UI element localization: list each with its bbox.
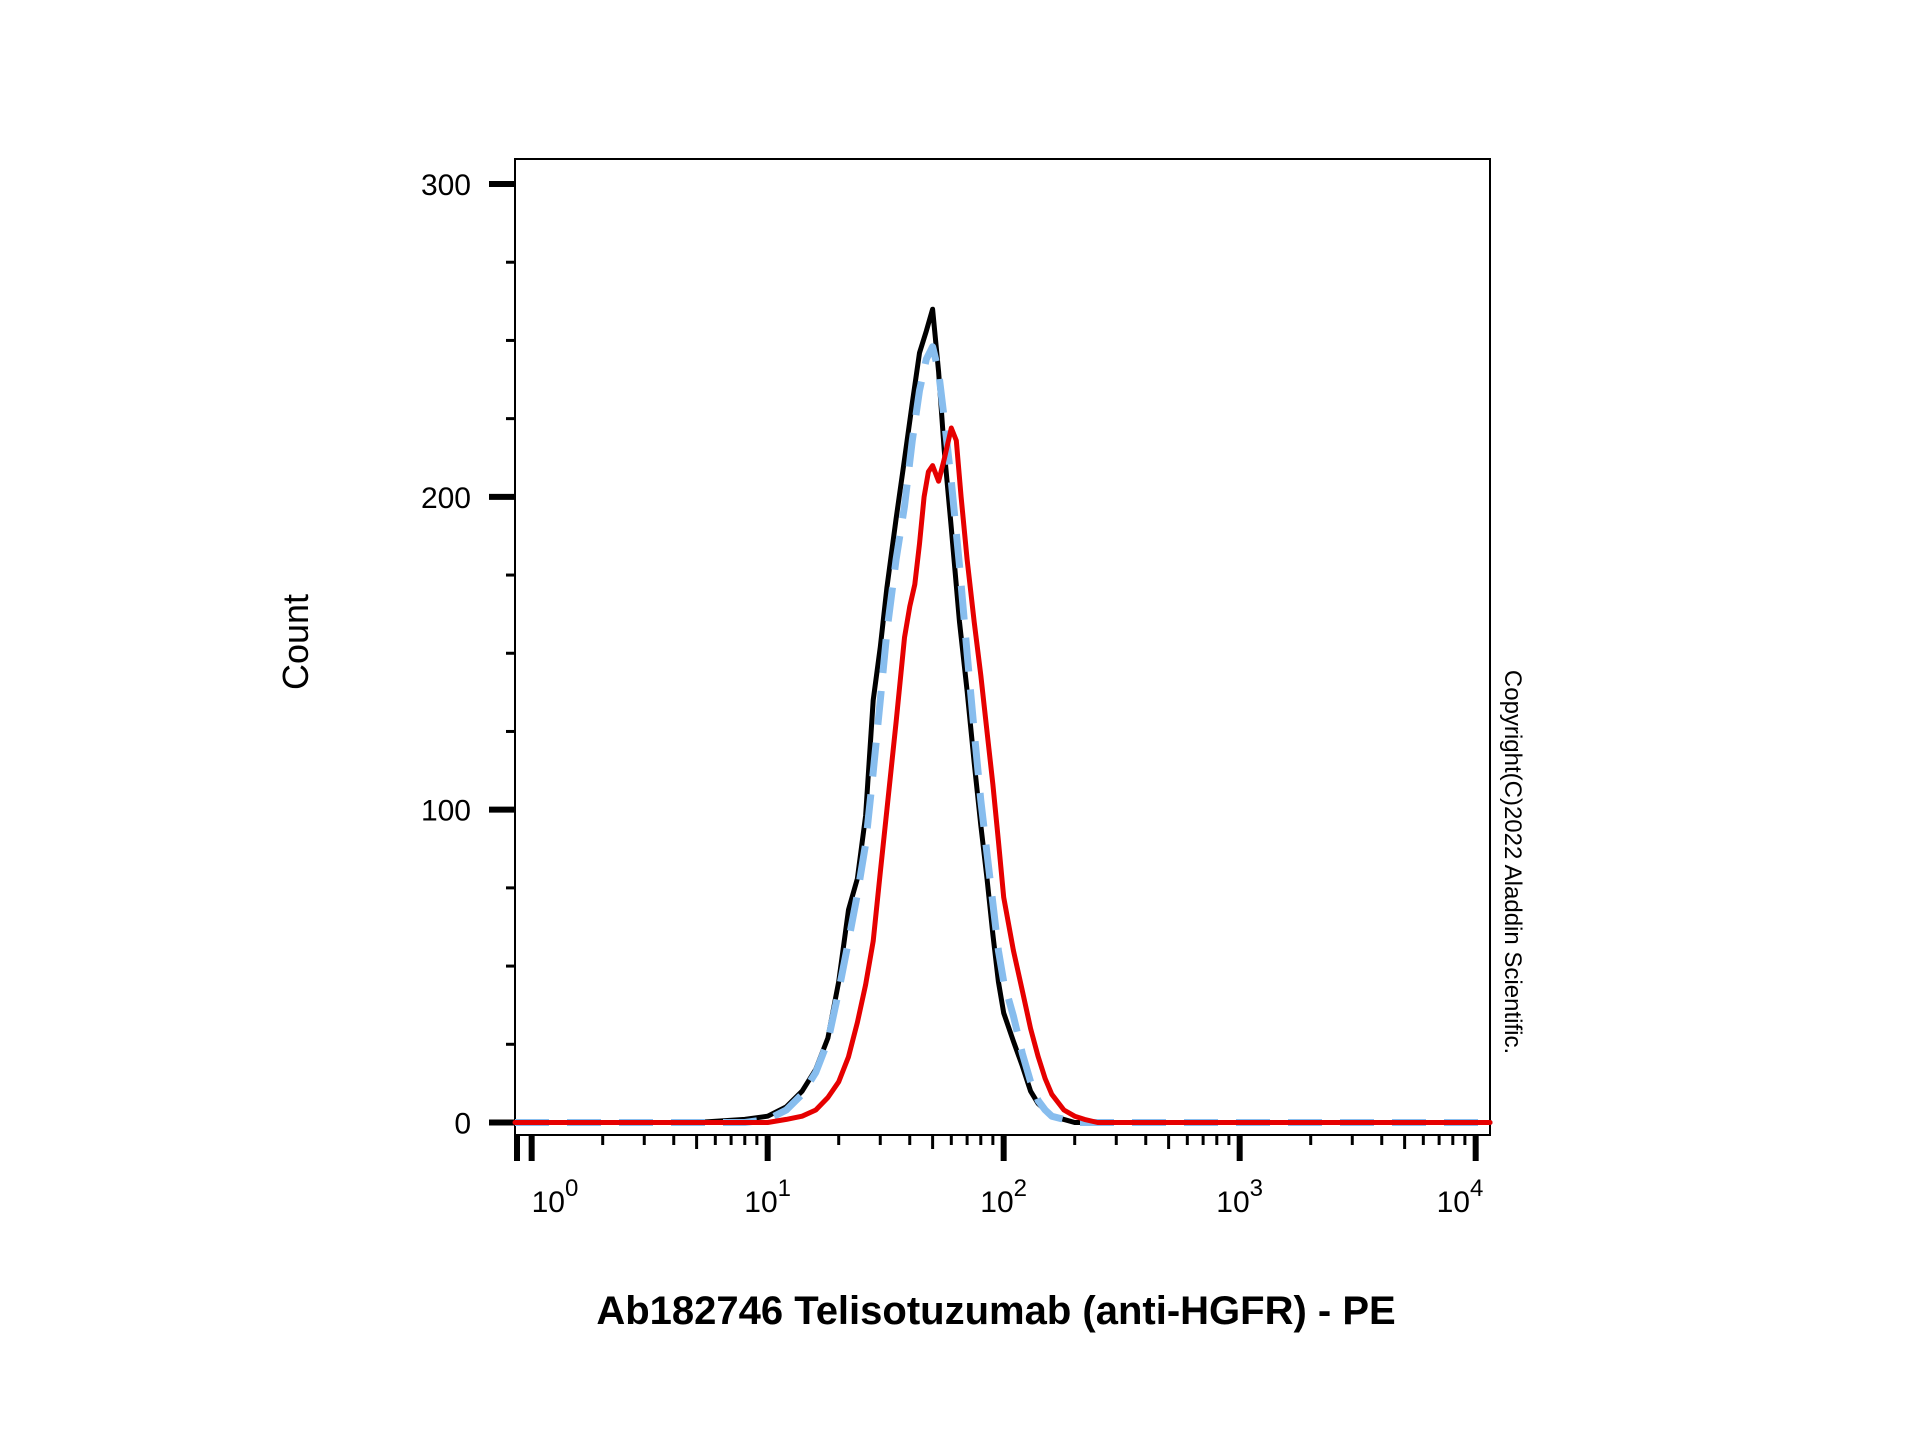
x-tick-label: 100 [532, 1175, 579, 1219]
x-tick-label-base: 10 [980, 1186, 1013, 1219]
y-axis-major-ticks [489, 181, 515, 1126]
x-axis-tick-labels: 100 101 102 103 104 [532, 1175, 1484, 1219]
x-axis-ticks [514, 1135, 1479, 1161]
y-tick-label: 0 [454, 1107, 471, 1140]
x-tick-label-base: 10 [532, 1186, 565, 1219]
series-line-1 [515, 343, 1490, 1126]
x-tick-label-base: 10 [1216, 1186, 1249, 1219]
x-tick-label-exponent: 2 [1014, 1175, 1027, 1202]
y-axis-title: Count [275, 594, 316, 690]
y-tick-label: 200 [421, 482, 471, 515]
series-layer [512, 306, 1493, 1126]
x-axis-title: Ab182746 Telisotuzumab (anti-HGFR) - PE [596, 1289, 1395, 1333]
x-tick-label-base: 10 [1437, 1186, 1470, 1219]
y-axis-minor-ticks [506, 260, 515, 1046]
y-tick-label: 300 [421, 169, 471, 202]
plot-frame [514, 158, 1491, 1136]
x-tick-label-exponent: 4 [1470, 1175, 1483, 1202]
y-axis-tick-labels: 0 100 200 300 [421, 169, 471, 1140]
x-tick-label: 103 [1216, 1175, 1263, 1219]
series-line-0 [512, 306, 1493, 1125]
x-tick-label: 104 [1437, 1175, 1484, 1219]
x-tick-label-exponent: 0 [565, 1175, 578, 1202]
x-tick-label-exponent: 3 [1250, 1175, 1263, 1202]
series-line-2 [512, 425, 1493, 1125]
x-tick-label-exponent: 1 [778, 1175, 791, 1202]
y-tick-label: 100 [421, 795, 471, 828]
x-tick-label-base: 10 [744, 1186, 777, 1219]
x-tick-label: 101 [744, 1175, 791, 1219]
x-tick-label: 102 [980, 1175, 1027, 1219]
copyright-annotation: Copyright(C)2022 Aladdin Scientific. [1499, 670, 1526, 1054]
